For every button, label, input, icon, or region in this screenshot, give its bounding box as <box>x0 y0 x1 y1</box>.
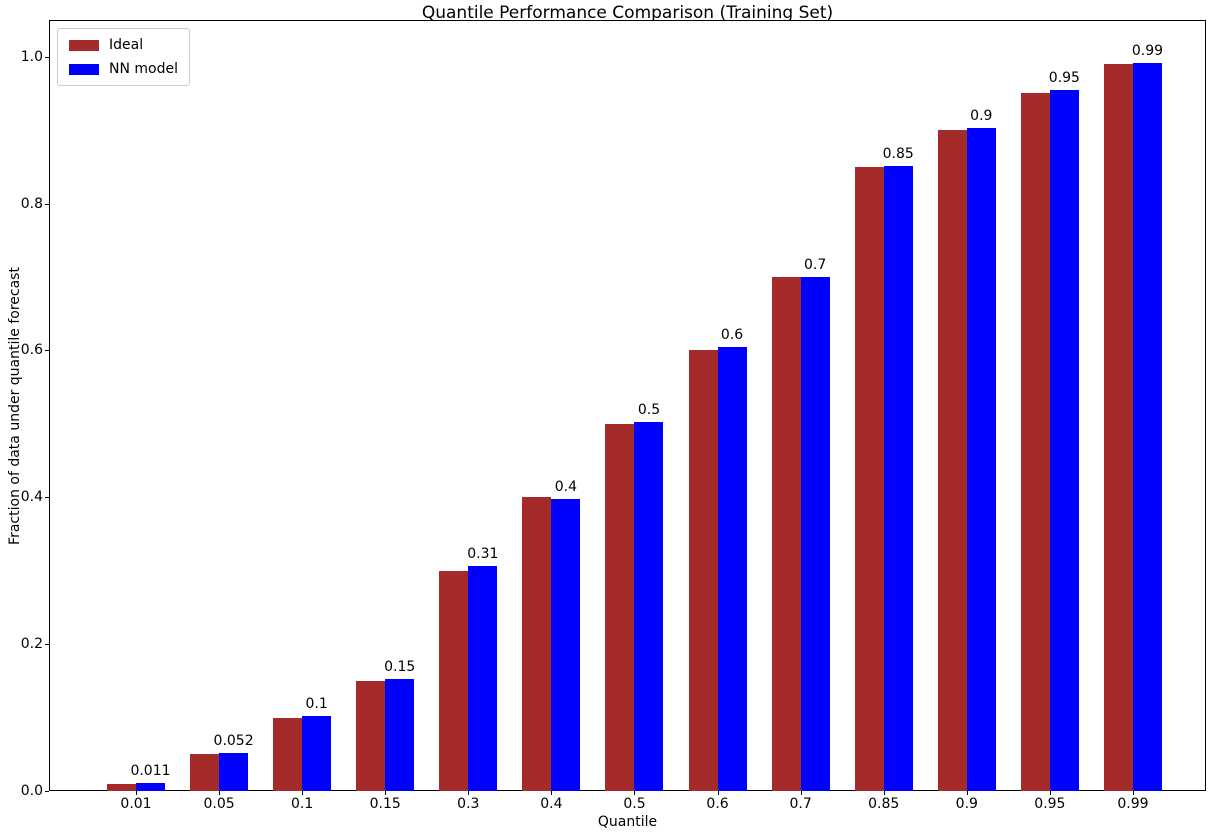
bar-value-label: 0.31 <box>467 546 499 563</box>
x-tick-mark <box>551 791 553 795</box>
chart-title: Quantile Performance Comparison (Trainin… <box>421 3 834 23</box>
bar-nn-model <box>136 782 165 791</box>
bar-ideal <box>688 350 718 791</box>
bar-value-label: 0.99 <box>1131 42 1164 59</box>
legend-label-nn-model: NN model <box>109 61 178 77</box>
x-tick-label: 0.6 <box>706 796 729 812</box>
x-tick-label: 0.7 <box>789 796 812 812</box>
x-tick-label: 0.4 <box>540 796 563 812</box>
bar-ideal <box>937 130 967 791</box>
bar-value-label: 0.95 <box>1048 70 1080 87</box>
bar-ideal <box>273 717 303 791</box>
bar-nn-model <box>385 679 415 791</box>
bar-value-label: 0.1 <box>305 696 328 713</box>
legend-swatch-nn-model <box>69 63 99 75</box>
y-tick-label: 0.4 <box>20 489 43 506</box>
bar-ideal <box>439 570 469 791</box>
bar-ideal <box>605 423 635 791</box>
bar-nn-model <box>634 421 664 791</box>
x-tick-label: 0.95 <box>1034 796 1066 812</box>
bar-ideal <box>1103 64 1133 791</box>
y-tick-mark <box>45 644 49 646</box>
legend-item-nn-model: NN model <box>69 61 178 77</box>
bar-value-label: 0.011 <box>130 762 171 779</box>
bar-value-label: 0.7 <box>803 257 827 273</box>
x-tick-mark <box>800 791 802 795</box>
bar-nn-model <box>1049 90 1079 791</box>
bar-nn-model <box>219 752 249 791</box>
bar-nn-model <box>302 716 332 791</box>
x-tick-mark <box>219 791 221 795</box>
x-tick-label: 0.1 <box>291 796 314 812</box>
bar-nn-model <box>966 127 996 791</box>
x-tick-mark <box>302 791 304 795</box>
x-tick-mark <box>1049 791 1051 795</box>
bar-value-label: 0.4 <box>554 478 578 495</box>
x-tick-mark <box>717 791 719 795</box>
bar-nn-model <box>883 166 913 791</box>
x-tick-mark <box>883 791 885 795</box>
x-tick-label: 0.85 <box>868 796 900 812</box>
x-tick-mark <box>966 791 968 795</box>
x-tick-mark <box>1132 791 1134 795</box>
y-tick-label: 0.8 <box>20 195 43 212</box>
x-tick-mark <box>136 791 137 795</box>
bar-value-label: 0.052 <box>213 732 254 749</box>
x-tick-mark <box>634 791 636 795</box>
bar-nn-model <box>717 346 747 791</box>
y-tick-mark <box>45 791 49 792</box>
bar-ideal <box>190 754 220 791</box>
x-tick-label: 0.9 <box>955 796 978 812</box>
legend: Ideal NN model <box>57 28 190 86</box>
legend-swatch-ideal <box>69 39 99 51</box>
y-tick-mark <box>45 350 49 352</box>
bar-ideal <box>356 680 386 791</box>
bar-ideal <box>771 277 801 791</box>
y-tick-label: 0.0 <box>20 783 43 799</box>
y-tick-label: 0.2 <box>20 636 43 653</box>
legend-label-ideal: Ideal <box>109 37 144 53</box>
x-tick-mark <box>468 791 470 795</box>
x-tick-label: 0.3 <box>457 796 480 812</box>
x-tick-label: 0.5 <box>623 796 646 812</box>
x-tick-label: 0.15 <box>369 796 401 812</box>
bar-ideal <box>1020 93 1050 791</box>
bar-value-label: 0.9 <box>970 107 993 124</box>
bar-ideal <box>107 783 136 791</box>
bar-value-label: 0.15 <box>384 659 416 676</box>
y-tick-label: 1.0 <box>20 48 43 65</box>
bar-ideal <box>522 497 552 791</box>
bar-nn-model <box>468 566 498 791</box>
y-tick-mark <box>45 497 49 499</box>
legend-item-ideal: Ideal <box>69 37 178 53</box>
y-tick-mark <box>45 56 49 58</box>
bar-value-label: 0.85 <box>882 146 914 163</box>
x-tick-label: 0.01 <box>120 796 152 812</box>
bar-nn-model <box>800 277 830 791</box>
y-tick-label: 0.6 <box>20 342 43 359</box>
x-tick-mark <box>385 791 387 795</box>
x-tick-label: 0.99 <box>1117 796 1149 812</box>
bar-value-label: 0.6 <box>720 326 744 343</box>
bar-nn-model <box>1132 62 1162 791</box>
bar-nn-model <box>551 498 581 791</box>
bar-ideal <box>854 166 884 791</box>
x-tick-label: 0.05 <box>203 796 235 812</box>
bar-value-label: 0.5 <box>637 401 661 418</box>
y-tick-mark <box>45 203 49 205</box>
x-axis-label: Quantile <box>597 814 658 830</box>
